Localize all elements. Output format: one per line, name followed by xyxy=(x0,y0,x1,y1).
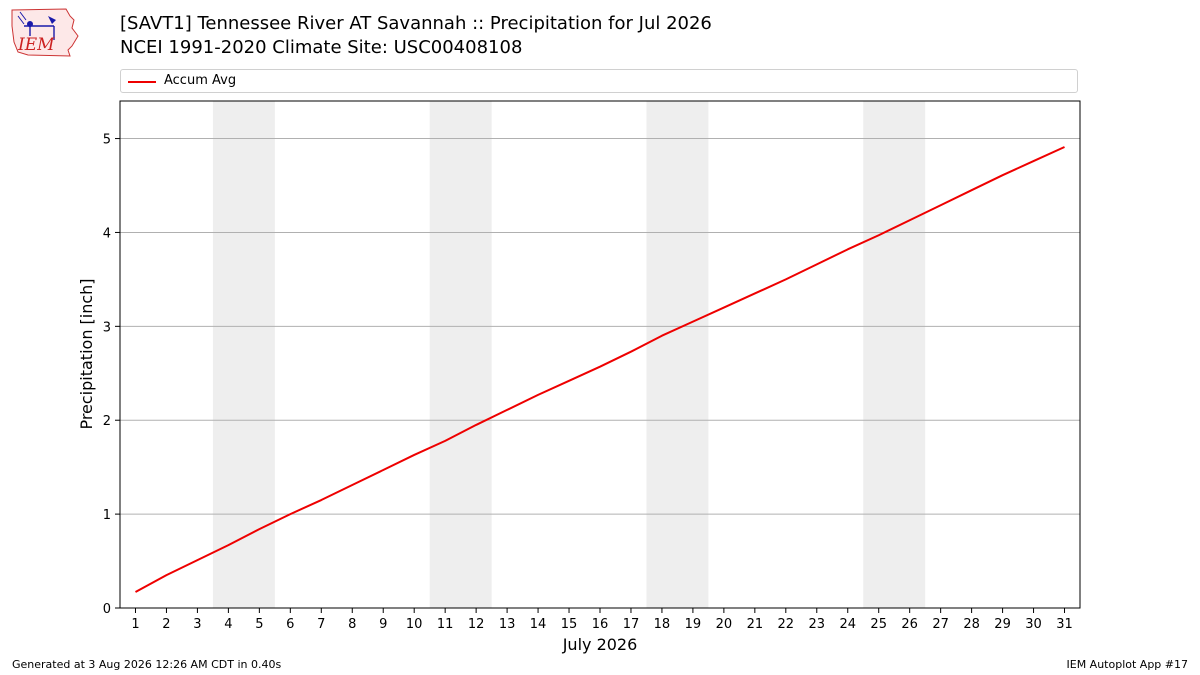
x-tick-label-23: 23 xyxy=(809,617,826,632)
x-tick-label-31: 31 xyxy=(1056,617,1073,632)
y-tick-label-4: 4 xyxy=(103,226,111,241)
x-tick-label-5: 5 xyxy=(255,617,263,632)
weekend-shade-1 xyxy=(212,101,275,608)
x-tick-label-21: 21 xyxy=(747,617,764,632)
x-tick-label-12: 12 xyxy=(468,617,485,632)
iowa-weather-logo-icon: IEM xyxy=(11,8,79,57)
iem-logo: IEM xyxy=(8,6,80,58)
x-tick-label-7: 7 xyxy=(317,617,325,632)
x-tick-label-28: 28 xyxy=(963,617,980,632)
x-tick-label-24: 24 xyxy=(839,617,856,632)
x-tick-label-10: 10 xyxy=(406,617,423,632)
chart-title: [SAVT1] Tennessee River AT Savannah :: P… xyxy=(120,12,712,60)
x-tick-label-19: 19 xyxy=(685,617,702,632)
x-tick-label-1: 1 xyxy=(131,617,139,632)
x-tick-label-13: 13 xyxy=(499,617,516,632)
x-tick-label-2: 2 xyxy=(162,617,170,632)
y-tick-label-3: 3 xyxy=(103,320,111,335)
y-tick-label-5: 5 xyxy=(103,133,111,148)
x-tick-label-30: 30 xyxy=(1025,617,1042,632)
x-tick-label-27: 27 xyxy=(932,617,949,632)
x-tick-label-17: 17 xyxy=(623,617,640,632)
x-tick-label-15: 15 xyxy=(561,617,578,632)
x-tick-label-16: 16 xyxy=(592,617,609,632)
generated-timestamp: Generated at 3 Aug 2026 12:26 AM CDT in … xyxy=(12,658,282,671)
weekend-shade-4 xyxy=(863,101,926,608)
title-line-2: NCEI 1991-2020 Climate Site: USC00408108 xyxy=(120,37,523,58)
x-axis-label: July 2026 xyxy=(562,635,638,654)
x-tick-label-4: 4 xyxy=(224,617,232,632)
legend-label-accum-avg: Accum Avg xyxy=(164,73,237,88)
x-tick-label-11: 11 xyxy=(437,617,454,632)
x-tick-label-14: 14 xyxy=(530,617,547,632)
app-id: IEM Autoplot App #17 xyxy=(1066,658,1189,671)
x-tick-label-6: 6 xyxy=(286,617,294,632)
x-tick-label-29: 29 xyxy=(994,617,1011,632)
y-axis-label: Precipitation [inch] xyxy=(77,278,96,429)
weekend-shade-2 xyxy=(429,101,492,608)
x-tick-label-8: 8 xyxy=(348,617,356,632)
x-tick-label-20: 20 xyxy=(716,617,733,632)
x-tick-label-25: 25 xyxy=(870,617,887,632)
legend: Accum Avg xyxy=(120,69,1078,93)
title-line-1: [SAVT1] Tennessee River AT Savannah :: P… xyxy=(120,13,712,34)
logo-text: IEM xyxy=(17,35,55,55)
series-line-accum-avg xyxy=(135,146,1065,593)
x-tick-label-9: 9 xyxy=(379,617,387,632)
x-tick-label-22: 22 xyxy=(778,617,795,632)
weekend-shade-3 xyxy=(646,101,709,608)
y-tick-label-2: 2 xyxy=(103,414,111,429)
legend-swatch-accum-avg xyxy=(128,81,156,83)
x-tick-label-26: 26 xyxy=(901,617,918,632)
x-tick-label-18: 18 xyxy=(654,617,671,632)
x-tick-label-3: 3 xyxy=(193,617,201,632)
y-tick-label-0: 0 xyxy=(103,602,111,617)
y-tick-label-1: 1 xyxy=(103,508,111,523)
